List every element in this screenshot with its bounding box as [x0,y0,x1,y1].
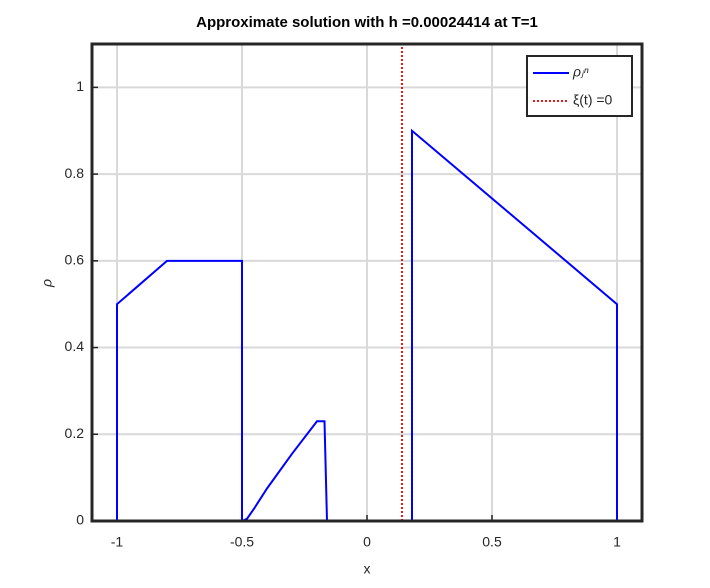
x-axis-label: x [364,561,371,577]
y-tick-label: 0.4 [65,338,85,354]
y-tick-label: 0.2 [65,425,85,441]
chart-title: Approximate solution with h =0.00024414 … [196,14,538,31]
legend-label: ξ(t) =0 [573,92,613,108]
axes-box [90,42,644,523]
legend-label: ρⱼⁿ [572,64,589,80]
y-tick-label: 1 [76,78,84,94]
x-tick-label: 0 [363,534,371,550]
y-tick-label: 0 [76,512,84,528]
y-axis-label: ρ [39,279,55,288]
x-tick-label: -0.5 [230,534,254,550]
series-line [116,128,618,523]
y-tick-label: 0.8 [65,165,85,181]
legend-box [526,55,633,117]
y-tick-label: 0.6 [65,252,85,268]
x-tick-label: 0.5 [482,534,502,550]
x-tick-label: 1 [613,534,621,550]
x-tick-label: -1 [111,534,124,550]
